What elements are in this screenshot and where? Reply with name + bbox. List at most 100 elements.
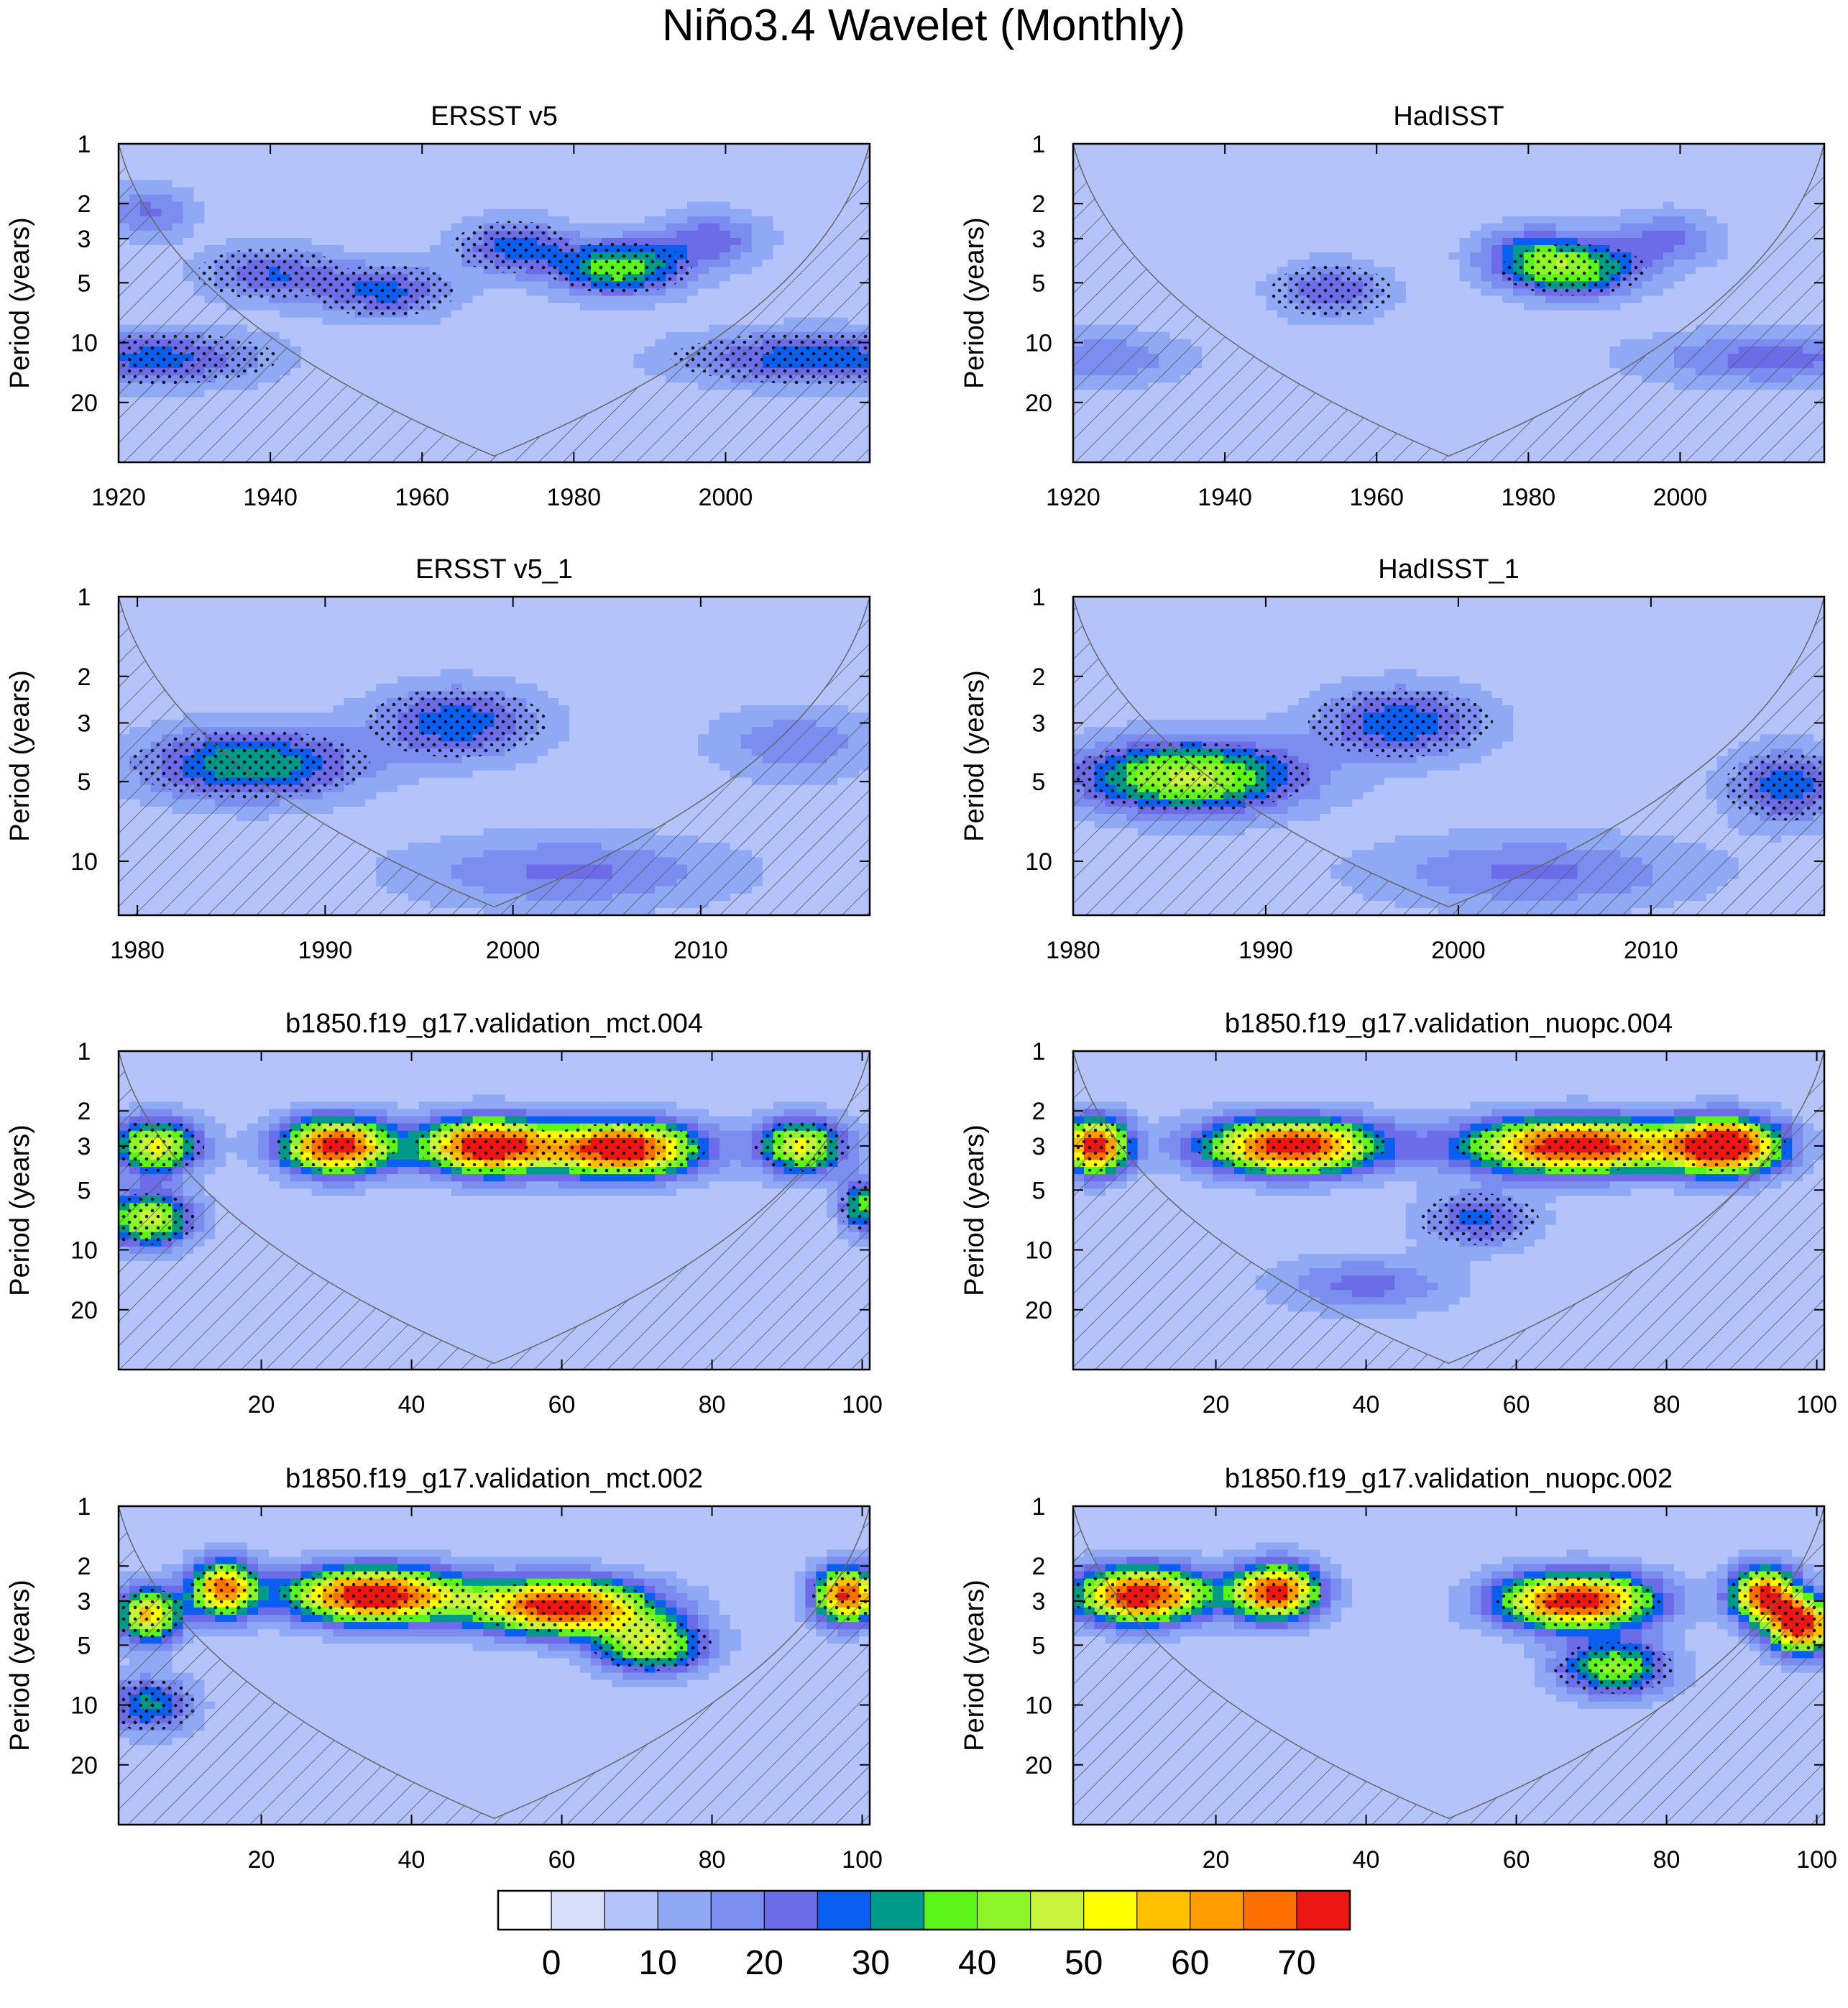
power-cell: [644, 339, 656, 347]
power-cell: [548, 346, 559, 354]
power-cell: [161, 194, 173, 203]
power-cell: [1459, 194, 1471, 203]
power-cell: [1502, 339, 1514, 347]
power-cell: [1287, 339, 1300, 347]
power-cell: [1448, 353, 1461, 362]
power-cell: [1341, 390, 1353, 398]
power-cell: [644, 230, 656, 239]
power-cell: [1266, 216, 1278, 224]
power-cell: [601, 310, 613, 318]
power-cell: [1341, 375, 1353, 384]
power-cell: [1352, 390, 1364, 398]
power-cell: [1459, 260, 1471, 267]
power-cell: [590, 201, 602, 210]
power-cell: [376, 382, 388, 391]
power-cell: [1298, 353, 1310, 362]
power-cell: [1309, 346, 1321, 354]
power-cell: [687, 252, 699, 260]
power-cell: [505, 295, 517, 304]
power-cell: [300, 317, 313, 326]
power-cell: [333, 339, 345, 347]
power-cell: [1330, 361, 1343, 369]
power-cell: [1502, 165, 1514, 174]
power-cell: [483, 433, 495, 441]
power-cell: [1470, 295, 1482, 304]
power-cell: [1223, 158, 1235, 167]
power-cell: [622, 346, 635, 354]
power-cell: [494, 390, 506, 398]
power-cell: [698, 317, 709, 326]
power-cell: [1416, 274, 1428, 283]
power-cell: [461, 201, 474, 210]
power-cell: [622, 223, 635, 231]
power-cell: [515, 368, 528, 376]
power-cell: [365, 368, 377, 376]
power-cell: [300, 194, 313, 203]
power-cell: [1126, 244, 1139, 253]
power-cell: [655, 310, 667, 318]
power-cell: [1491, 187, 1503, 196]
power-cell: [1213, 216, 1224, 224]
power-cell: [1502, 375, 1514, 384]
power-cell: [751, 194, 763, 203]
power-cell: [1513, 390, 1525, 398]
power-cell: [1470, 361, 1482, 369]
power-cell: [1459, 187, 1471, 196]
power-cell: [773, 144, 785, 152]
power-cell: [1427, 281, 1439, 290]
power-cell: [344, 194, 356, 203]
power-cell: [676, 295, 689, 304]
power-cell: [247, 173, 259, 181]
power-cell: [408, 180, 420, 188]
power-cell: [1394, 375, 1407, 384]
power-cell: [1524, 173, 1535, 181]
power-cell: [1448, 303, 1461, 311]
power-cell: [1374, 194, 1385, 203]
power-cell: [1341, 223, 1353, 231]
power-cell: [526, 295, 538, 304]
power-cell: [1213, 260, 1224, 267]
power-cell: [730, 317, 742, 326]
power-cell: [1244, 144, 1256, 152]
power-cell: [290, 244, 302, 253]
power-cell: [1330, 397, 1343, 405]
power-cell: [740, 180, 753, 188]
power-cell: [720, 180, 731, 188]
power-cell: [376, 187, 388, 196]
power-cell: [762, 151, 774, 159]
power-cell: [1255, 267, 1267, 275]
power-cell: [687, 194, 699, 203]
power-cell: [676, 244, 689, 253]
power-cell: [290, 331, 302, 340]
power-cell: [740, 194, 753, 203]
power-cell: [344, 252, 356, 260]
power-cell: [1416, 353, 1428, 362]
power-cell: [1105, 194, 1117, 203]
power-cell: [537, 368, 548, 376]
power-cell: [300, 201, 313, 210]
power-cell: [1513, 165, 1525, 174]
power-cell: [783, 158, 796, 167]
power-cell: [322, 331, 334, 340]
power-cell: [1191, 310, 1203, 318]
power-cell: [515, 180, 528, 188]
power-cell: [483, 331, 495, 340]
power-cell: [1502, 324, 1514, 333]
power-cell: [429, 339, 441, 347]
power-cell: [494, 274, 506, 283]
power-cell: [139, 180, 152, 188]
power-cell: [1513, 382, 1525, 391]
power-cell: [1223, 201, 1235, 210]
power-cell: [429, 361, 441, 369]
power-cell: [483, 361, 495, 369]
power-cell: [1416, 418, 1428, 427]
power-cell: [247, 295, 259, 304]
power-cell: [440, 244, 452, 253]
power-cell: [1126, 144, 1139, 152]
power-cell: [1459, 252, 1471, 260]
power-cell: [505, 194, 517, 203]
power-cell: [483, 447, 495, 456]
power-cell: [1502, 390, 1514, 398]
power-cell: [483, 353, 495, 362]
power-cell: [236, 180, 248, 188]
